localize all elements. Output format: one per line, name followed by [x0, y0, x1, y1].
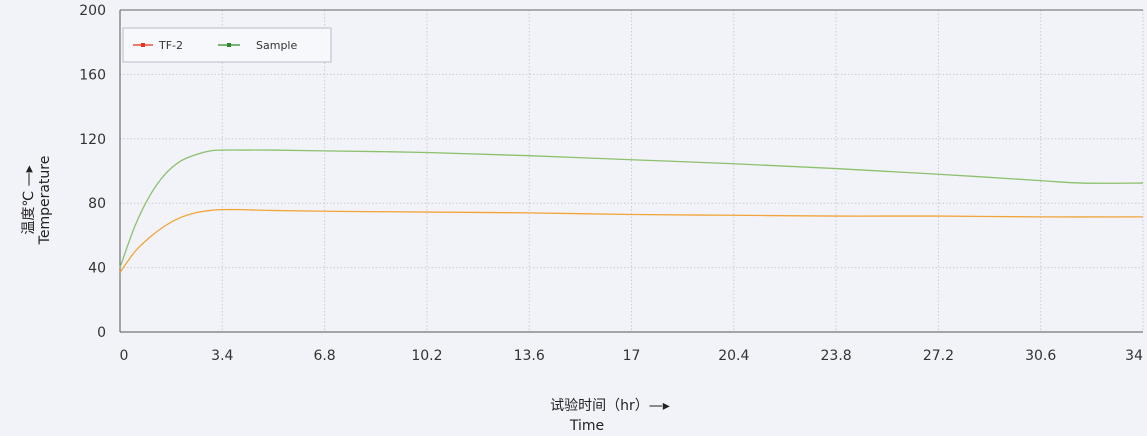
y-tick-labels: 200 160 120 80 40 0 [79, 3, 106, 341]
y-tick-label: 40 [88, 261, 106, 277]
legend-marker-sample [227, 43, 231, 47]
axes [119, 9, 1143, 333]
series-line-sample [119, 149, 1144, 268]
legend-label-sample: Sample [256, 39, 297, 52]
x-tick-label: 3.4 [211, 348, 233, 364]
x-tick-label: 17 [623, 348, 641, 364]
legend-label-tf2: TF-2 [158, 39, 183, 52]
legend-marker-tf2 [141, 43, 145, 47]
y-axis-title-cn: 温度℃ —▸ [21, 165, 37, 234]
x-tick-label: 6.8 [313, 348, 335, 364]
y-axis-title-en: Temperature [37, 156, 53, 246]
x-tick-label: 10.2 [411, 348, 442, 364]
y-axis-title: 温度℃ —▸ Temperature [21, 156, 53, 246]
x-tick-labels: 0 3.4 6.8 10.2 13.6 17 20.4 23.8 27.2 30.6 34 [120, 348, 1144, 364]
x-tick-label: 20.4 [718, 348, 749, 364]
y-tick-label: 200 [79, 3, 106, 19]
x-tick-label: 0 [120, 348, 129, 364]
x-tick-label: 23.8 [821, 348, 852, 364]
y-tick-label: 80 [88, 196, 106, 212]
x-axis-title-en: Time [569, 418, 604, 434]
y-tick-label: 0 [97, 325, 106, 341]
series-line-tf-2 [119, 208, 1144, 273]
x-axis-title-cn: 试验时间（hr）—▸ [550, 398, 670, 414]
y-tick-label: 160 [79, 67, 106, 83]
legend: TF-2 Sample [122, 27, 332, 63]
x-tick-label: 27.2 [923, 348, 954, 364]
series-lines [119, 149, 1144, 273]
x-tick-label: 13.6 [514, 348, 545, 364]
y-tick-label: 120 [79, 132, 106, 148]
x-tick-label: 30.6 [1025, 348, 1056, 364]
x-tick-label: 34 [1125, 348, 1143, 364]
